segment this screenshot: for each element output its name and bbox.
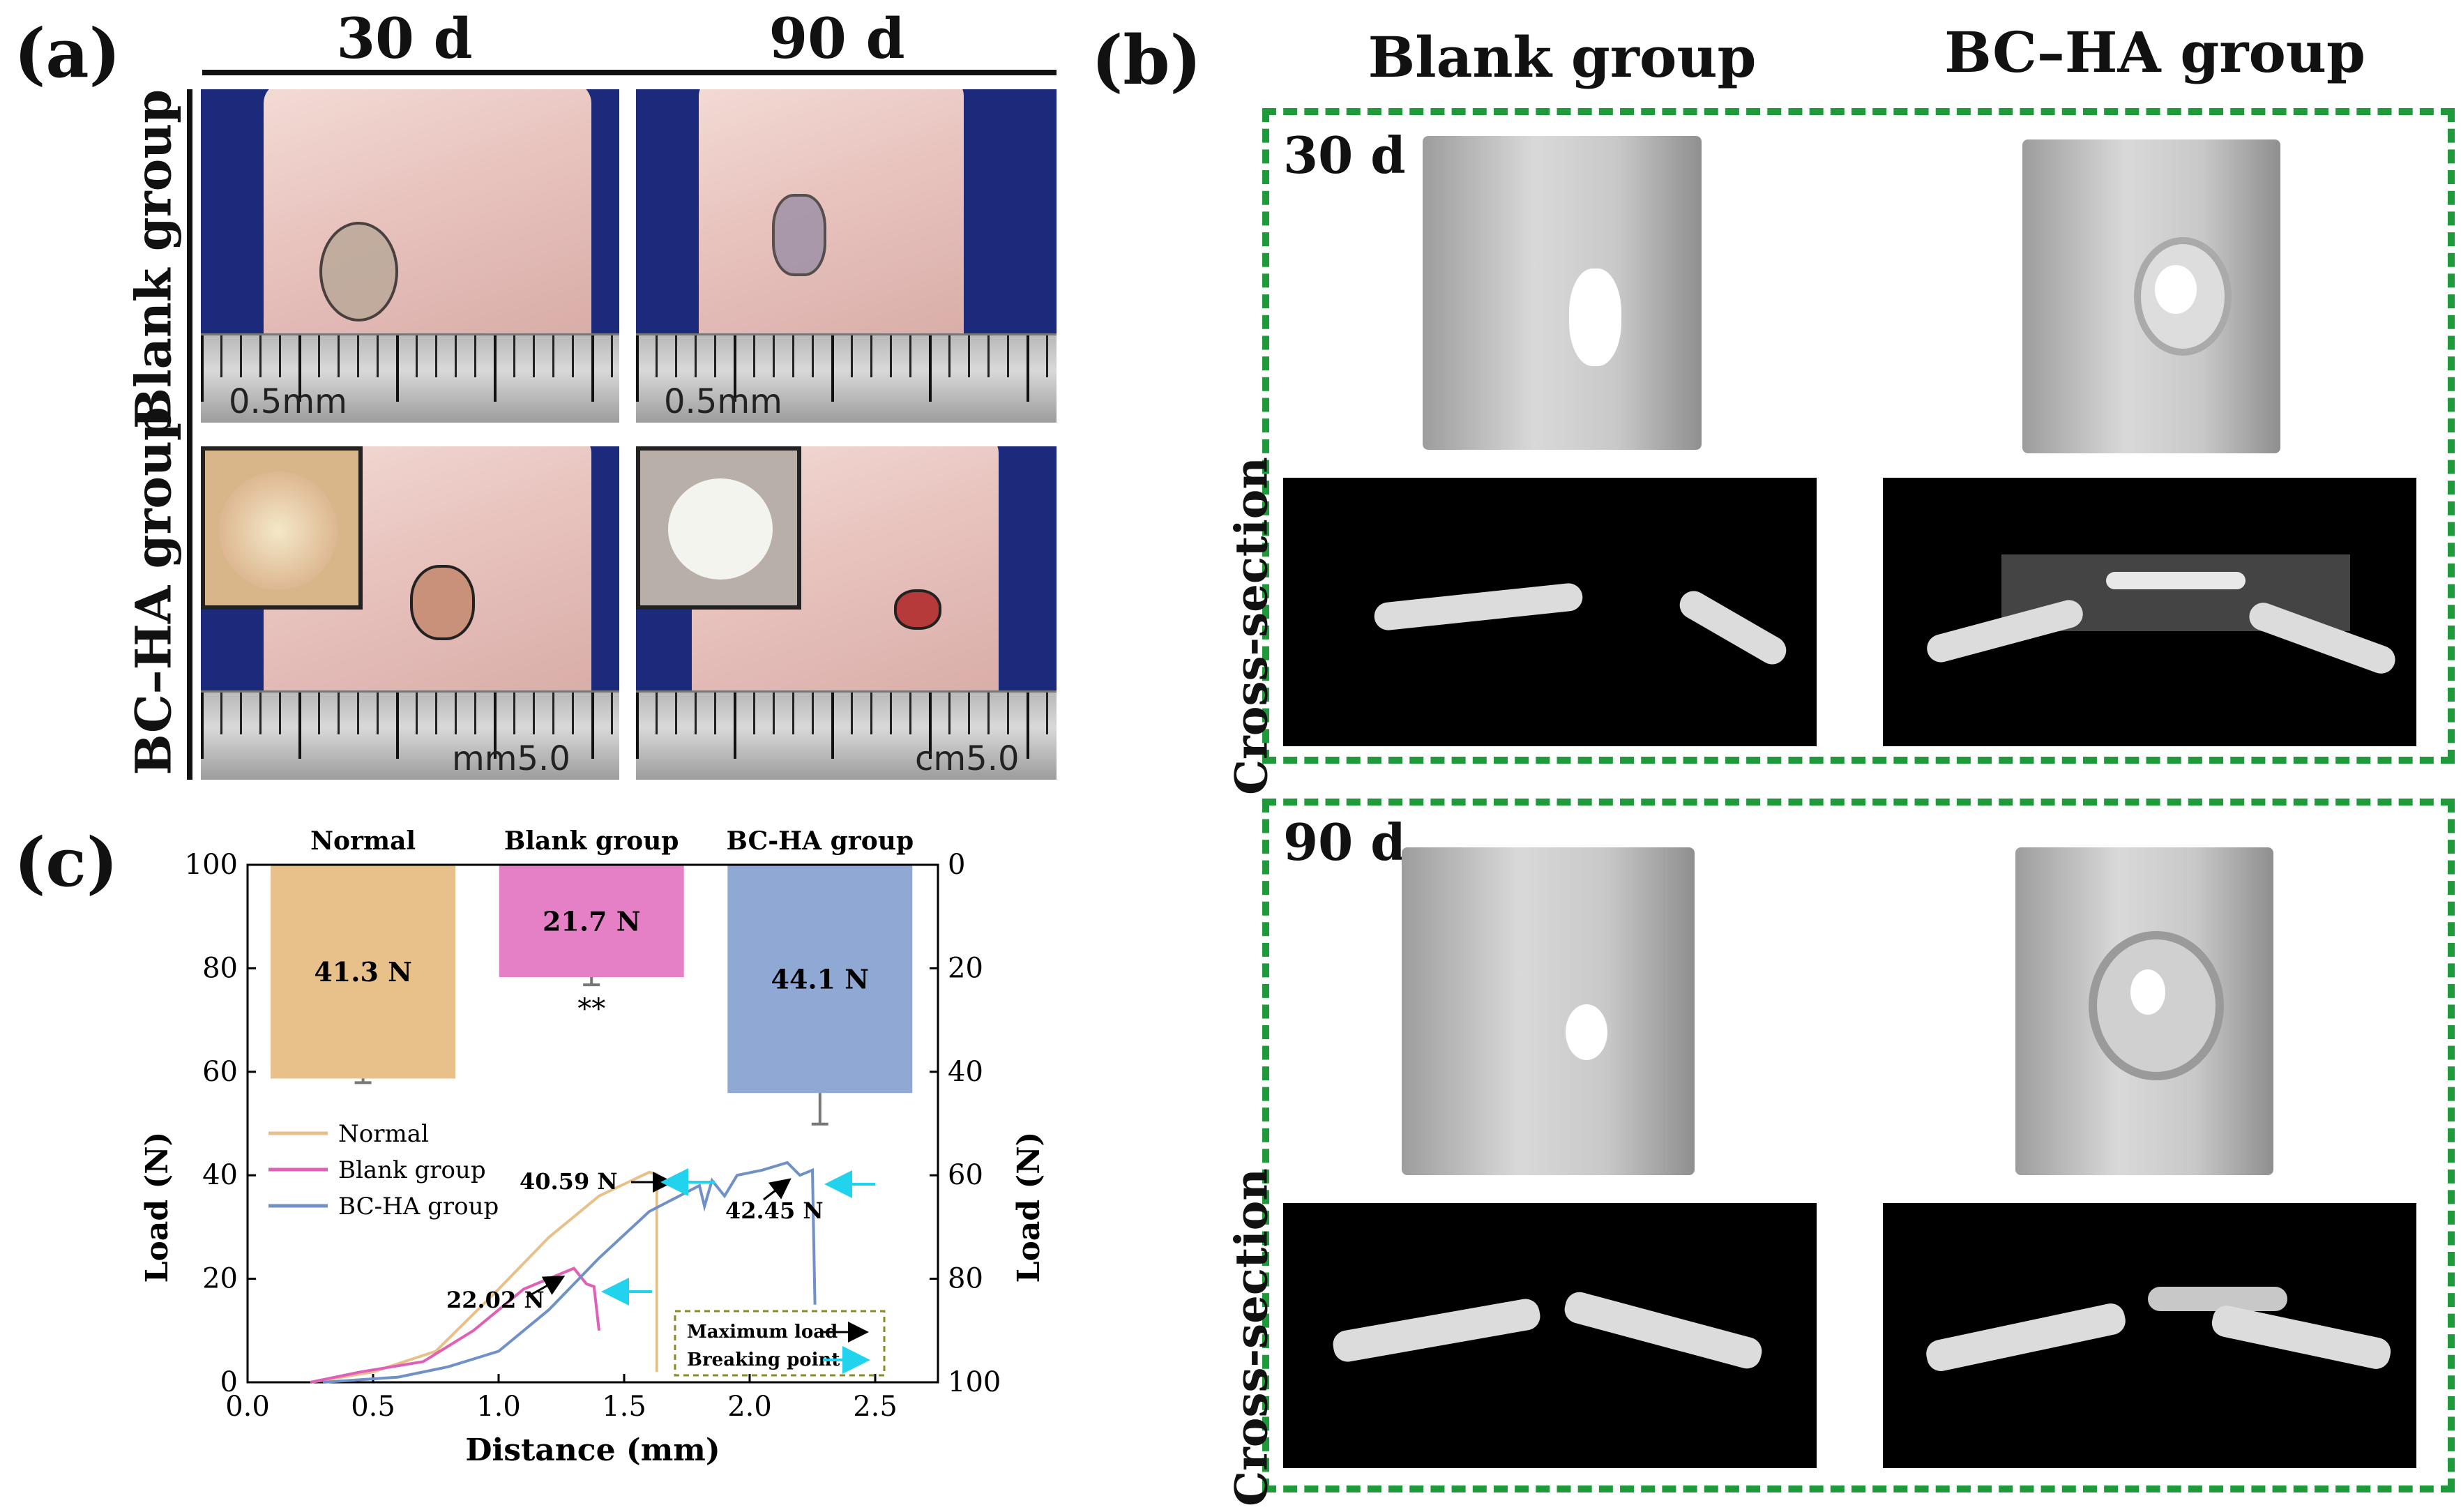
inset-photo — [636, 446, 801, 610]
panel-b-30d-box — [1262, 108, 2455, 764]
xtick-label: 2.0 — [727, 1391, 772, 1423]
photo-bcha-30d: mm5.0 — [201, 446, 619, 780]
left-ytick-label: 20 — [202, 1263, 238, 1295]
panel-a-label: (a) — [14, 14, 121, 93]
defect-outline — [410, 565, 475, 640]
panel-a-top-rule — [202, 70, 1057, 75]
ct-cross-blank-30d — [1283, 478, 1817, 746]
bar-category-label-0: Normal — [310, 826, 416, 856]
plot-frame — [246, 863, 939, 1384]
right-y-axis-label: Load (N) — [1011, 1132, 1047, 1283]
max-load-arrow-1 — [526, 1276, 566, 1299]
panel-b-time-90d: 90 d — [1283, 812, 1406, 872]
panel-a-row-header-blank: Blank group — [124, 89, 183, 430]
xtick-label: 0.5 — [351, 1391, 395, 1423]
ct-cross-bcha-90d — [1883, 1203, 2416, 1468]
panel-b-col-header-blank: Blank group — [1368, 24, 1757, 90]
legend-label-1: Blank group — [338, 1156, 486, 1184]
right-ytick-label: 100 — [948, 1366, 1001, 1398]
left-ytick-label: 60 — [202, 1056, 238, 1088]
cross-section-label-90d: Cross-section — [1225, 1168, 1278, 1506]
xtick-label: 1.0 — [476, 1391, 521, 1423]
line-series-2 — [322, 1161, 817, 1384]
panel-b-label: (b) — [1091, 21, 1202, 100]
right-ytick-label: 20 — [948, 952, 983, 984]
photo-bcha-90d: cm5.0 — [636, 446, 1057, 780]
right-ytick-label: 0 — [948, 849, 965, 881]
photo-blank-30d: 0.5mm — [201, 89, 619, 423]
ct-3d-blank-30d — [1423, 136, 1702, 450]
ct-3d-blank-90d — [1402, 847, 1695, 1175]
panel-c-label: (c) — [14, 823, 119, 902]
ruler-text: 0.5mm — [229, 382, 347, 421]
left-ytick-label: 0 — [220, 1366, 238, 1398]
x-axis-label: Distance (mm) — [465, 1432, 720, 1468]
significance-marker: ** — [577, 993, 605, 1025]
max-load-annotation-1: 22.02 N — [446, 1287, 545, 1313]
panel-b-90d-box — [1262, 799, 2455, 1492]
ct-3d-bcha-90d — [2015, 847, 2273, 1175]
photo-blank-90d: 0.5mm — [636, 89, 1057, 423]
ct-cross-blank-90d — [1283, 1203, 1817, 1468]
panel-a-left-rule — [187, 89, 192, 780]
bar-value-label-0: 41.3 N — [314, 956, 412, 988]
panel-a-col-header-30d: 30 d — [336, 6, 473, 71]
arrow-legend-break: Breaking point — [687, 1350, 840, 1370]
max-load-arrow-2 — [763, 1178, 792, 1201]
ruler-text: mm5.0 — [452, 739, 570, 778]
ct-cross-bcha-30d — [1883, 478, 2416, 746]
right-ytick-label: 80 — [948, 1263, 983, 1295]
inset-photo — [201, 446, 363, 610]
left-y-axis-label: Load (N) — [139, 1132, 175, 1283]
bar-category-label-1: Blank group — [504, 826, 679, 856]
legend-label-2: BC-HA group — [338, 1193, 499, 1220]
max-load-annotation-0: 40.59 N — [520, 1168, 618, 1195]
right-ytick-label: 60 — [948, 1159, 983, 1191]
panel-b-time-30d: 30 d — [1283, 126, 1406, 185]
defect-outline — [319, 222, 398, 322]
line-series-1 — [310, 1267, 600, 1384]
bar-1 — [499, 865, 684, 978]
bar-2 — [727, 865, 913, 1094]
cross-section-label-30d: Cross-section — [1225, 457, 1278, 795]
legend-label-0: Normal — [338, 1120, 429, 1148]
arrow-legend-max: Maximum load — [687, 1322, 838, 1343]
left-ytick-label: 100 — [185, 849, 238, 881]
xtick-label: 1.5 — [602, 1391, 646, 1423]
left-ytick-label: 40 — [202, 1159, 238, 1191]
ruler-text: cm5.0 — [915, 739, 1020, 778]
defect-outline — [772, 194, 826, 276]
max-load-annotation-2: 42.45 N — [725, 1197, 824, 1224]
panel-b-col-header-bcha: BC–HA group — [1944, 20, 2365, 85]
left-ytick-label: 80 — [202, 952, 238, 984]
ruler-text: 0.5mm — [664, 382, 782, 421]
bar-category-label-2: BC-HA group — [726, 826, 914, 856]
panel-a-row-header-bcha: BC–HA group — [124, 407, 183, 776]
bar-value-label-1: 21.7 N — [543, 906, 641, 937]
xtick-label: 2.5 — [853, 1391, 898, 1423]
panel-c-chart: Normal 41.3 N Blank group 21.7 N BC-HA group… — [139, 826, 1047, 1468]
xtick-label: 0.0 — [225, 1391, 270, 1423]
defect-outline — [894, 589, 941, 630]
ct-3d-bcha-30d — [2022, 139, 2280, 453]
right-ytick-label: 40 — [948, 1056, 983, 1088]
bar-0 — [271, 865, 456, 1079]
bar-value-label-2: 44.1 N — [771, 964, 870, 995]
panel-a-col-header-90d: 90 d — [768, 6, 905, 71]
